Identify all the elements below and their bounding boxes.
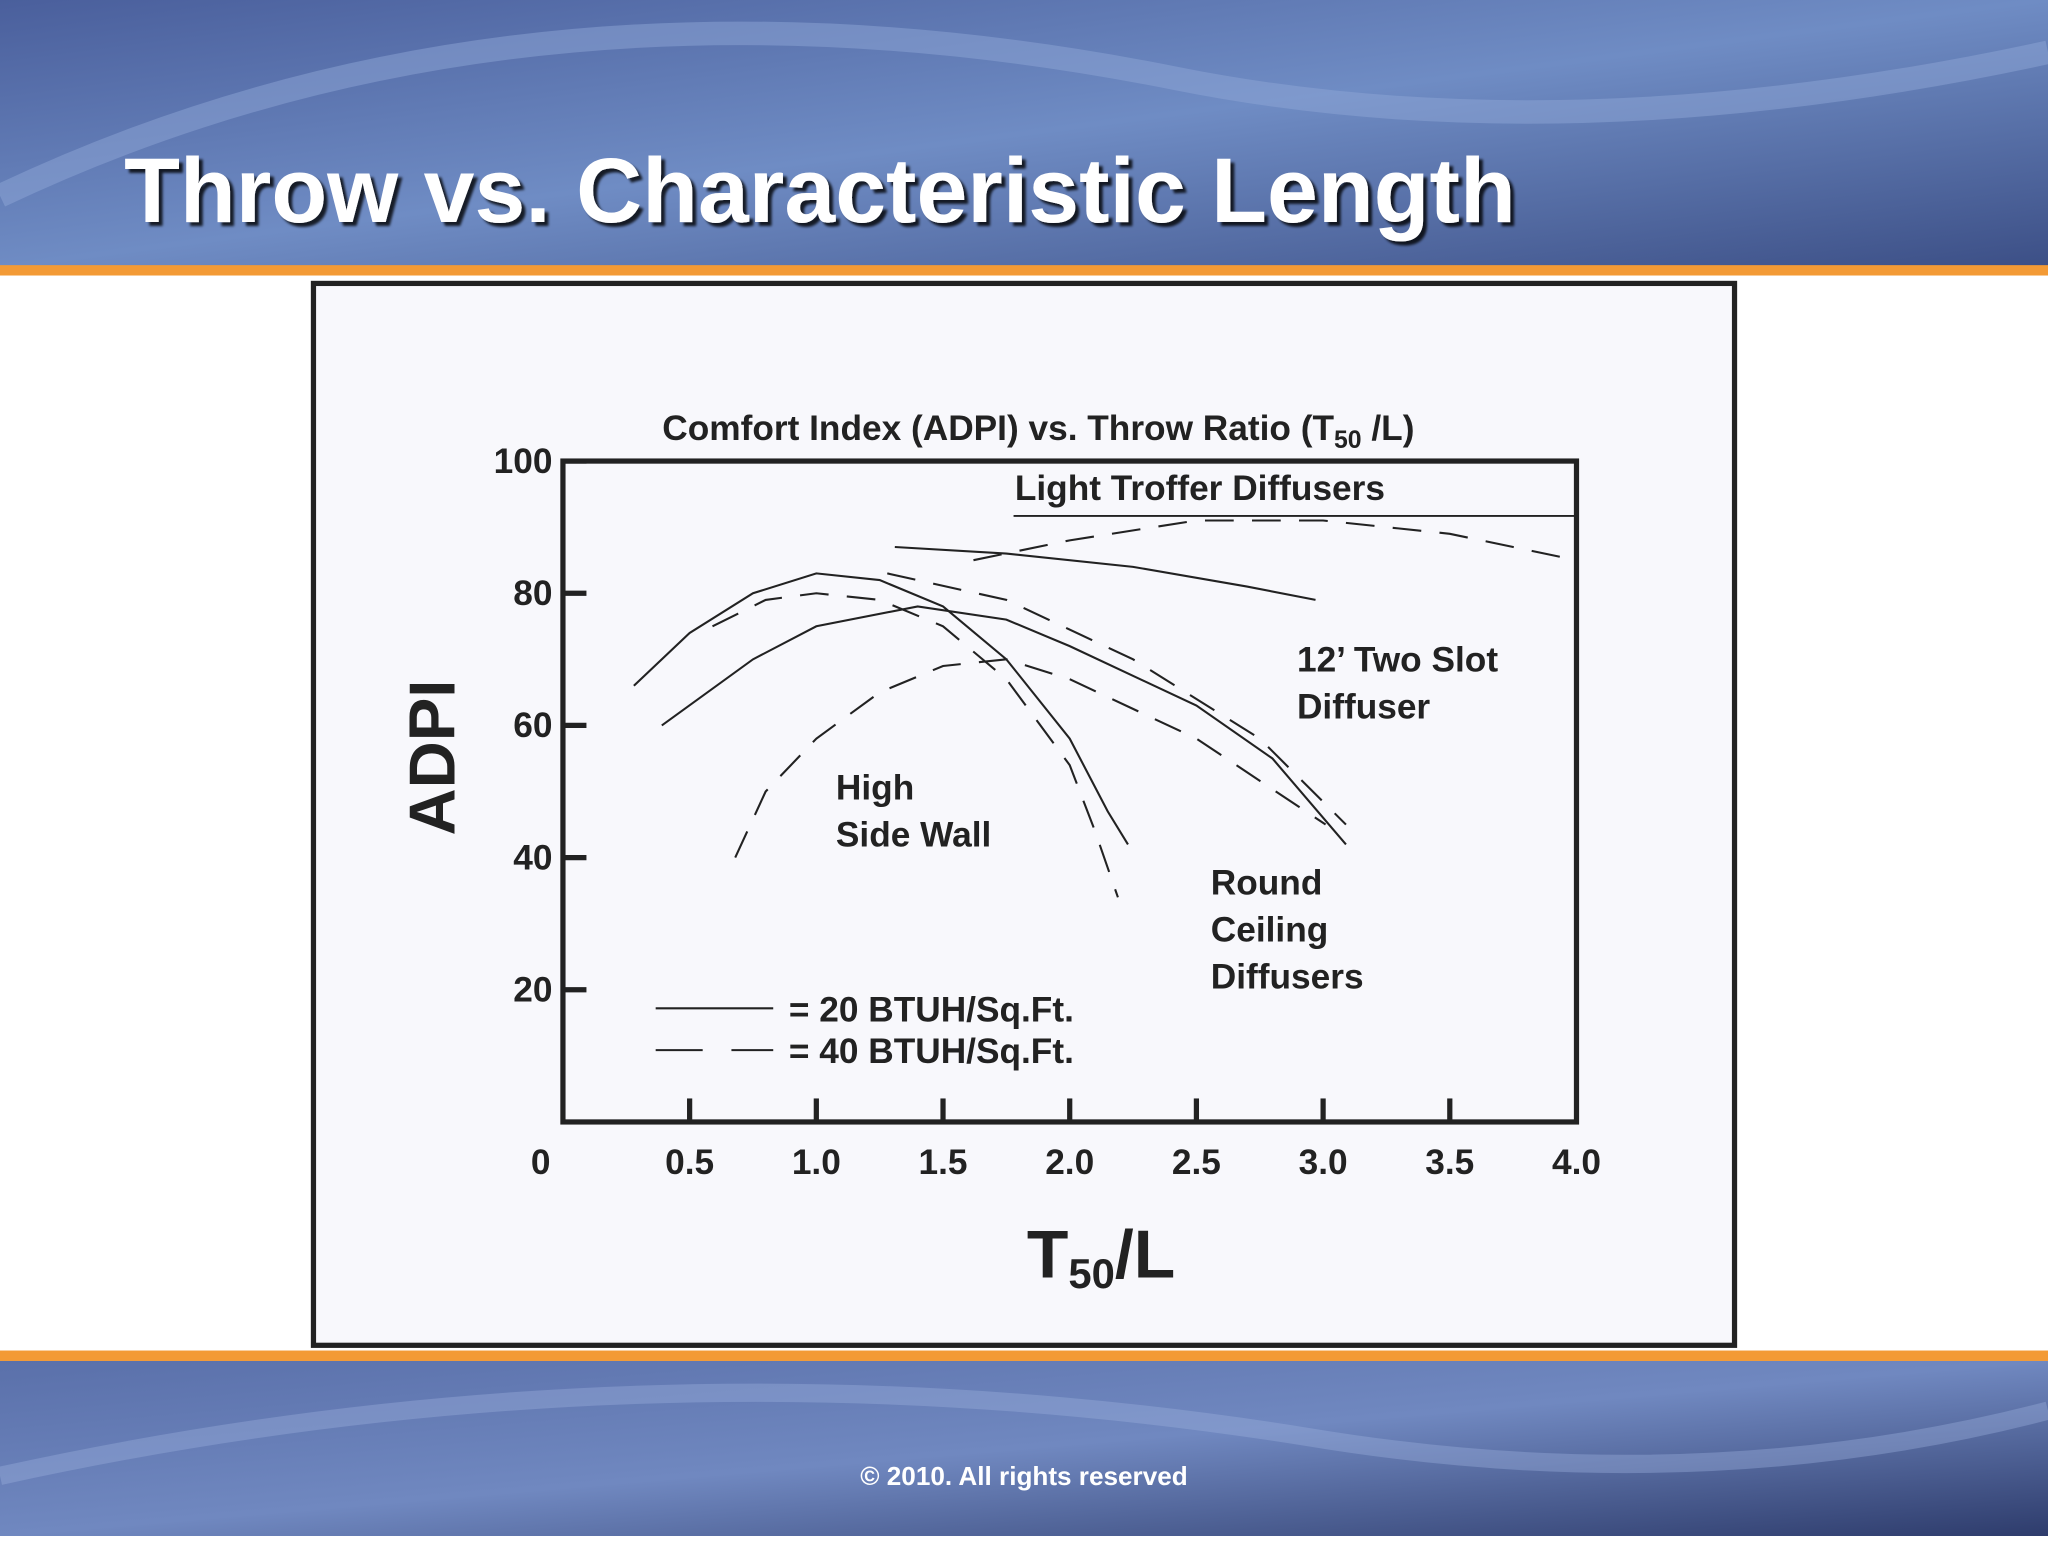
- x-tick-label: 3.5: [1425, 1143, 1474, 1182]
- curve: [633, 572, 1129, 845]
- x-tick-label: 0: [531, 1143, 551, 1182]
- curve: [734, 658, 1327, 859]
- x-tick-label: 3.0: [1299, 1143, 1348, 1182]
- plot-frame: [560, 458, 1580, 1125]
- y-tick-label: 60: [513, 706, 552, 745]
- y-tick-label: 100: [494, 442, 553, 481]
- annotation: Light Troffer Diffusers: [1015, 469, 1385, 508]
- x-tick-label: 2.5: [1172, 1143, 1221, 1182]
- annotation: Diffuser: [1297, 687, 1430, 726]
- chart-title: Comfort Index (ADPI) vs. Throw Ratio (T5…: [662, 409, 1414, 454]
- footer-text: © 2010. All rights reserved: [860, 1461, 1187, 1491]
- x-axis-label-part: T: [1027, 1217, 1068, 1292]
- curve: [712, 592, 1119, 898]
- footer-arch: [0, 1383, 2048, 1485]
- curve: [661, 605, 1347, 846]
- annotation: High: [836, 768, 914, 807]
- curve: [894, 545, 1316, 601]
- y-tick-label: 20: [513, 971, 552, 1010]
- y-tick-label: 40: [513, 838, 552, 877]
- x-axis-label-part: 50: [1068, 1250, 1114, 1297]
- chart-title-part: Comfort Index (ADPI) vs. Throw Ratio (T: [662, 409, 1334, 448]
- y-axis-label: ADPI: [396, 680, 469, 836]
- chart-title-part: /L): [1362, 409, 1415, 448]
- legend-label: = 20 BTUH/Sq.Ft.: [789, 990, 1074, 1029]
- header-rule: [0, 265, 2048, 276]
- slide-title: Throw vs. Characteristic Length: [124, 140, 1516, 242]
- curve: [887, 572, 1347, 826]
- footer-bg: [0, 1360, 2048, 1536]
- header-arch: [0, 21, 2048, 207]
- x-tick-label: 4.0: [1552, 1143, 1601, 1182]
- x-tick-label: 2.0: [1045, 1143, 1094, 1182]
- annotation: Round: [1211, 864, 1323, 903]
- legend-label: = 40 BTUH/Sq.Ft.: [789, 1032, 1074, 1071]
- x-axis-label-part: /L: [1115, 1217, 1175, 1292]
- annotation: Ceiling: [1211, 911, 1329, 950]
- x-axis-label: T50/L: [1027, 1217, 1175, 1296]
- x-tick-label: 0.5: [665, 1143, 714, 1182]
- x-tick-label: 1.5: [919, 1143, 968, 1182]
- annotation: Side Wall: [836, 815, 991, 854]
- x-tick-label: 1.0: [792, 1143, 841, 1182]
- annotation: 12’ Two Slot: [1297, 640, 1498, 679]
- y-tick-label: 80: [513, 574, 552, 613]
- curve: [973, 519, 1577, 562]
- chart: Comfort Index (ADPI) vs. Throw Ratio (T5…: [396, 409, 1601, 1297]
- chart-title-part: 50: [1334, 427, 1362, 454]
- footer-rule: [0, 1350, 2048, 1361]
- annotation: Diffusers: [1211, 958, 1364, 997]
